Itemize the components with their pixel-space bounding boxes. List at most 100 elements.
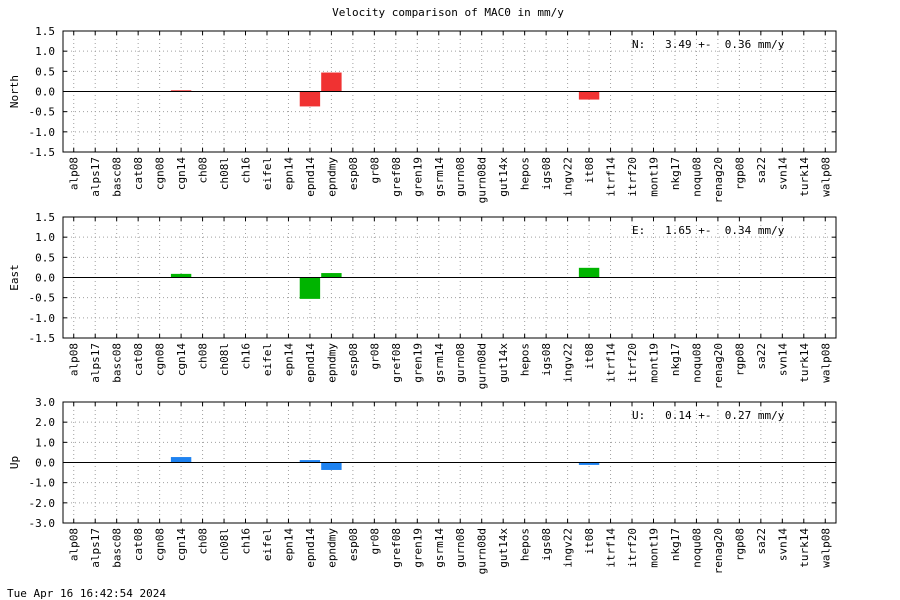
x-tick-label: itrf20 xyxy=(626,528,639,568)
x-tick-label: ch16 xyxy=(240,528,253,555)
x-tick-label: alps17 xyxy=(89,157,102,197)
x-tick-label: hepos xyxy=(519,528,532,561)
x-tick-label: svn14 xyxy=(776,343,789,376)
x-tick-label: turk14 xyxy=(798,528,811,568)
plot-frame xyxy=(62,216,837,339)
x-tick-label: ch08 xyxy=(197,157,210,184)
y-tick-label: 1.5 xyxy=(35,25,55,38)
y-tick-label: 3.0 xyxy=(35,396,55,409)
x-tick-label: ch08l xyxy=(218,528,231,561)
x-tick-label: turk14 xyxy=(798,157,811,197)
x-tick-label: cgn08 xyxy=(154,157,167,190)
x-tick-label: ingv22 xyxy=(562,528,575,568)
x-tick-label: alps17 xyxy=(89,343,102,383)
x-tick-label: epndmy xyxy=(325,528,338,568)
x-tick-label: nkg17 xyxy=(669,528,682,561)
x-tick-label: ingv22 xyxy=(562,343,575,383)
x-tick-label: gsrm14 xyxy=(433,343,446,383)
x-tick-label: gurn08 xyxy=(454,343,467,383)
bar-epndmy xyxy=(321,72,342,92)
x-tick-label: alp08 xyxy=(68,528,81,561)
x-tick-label: nkg17 xyxy=(669,157,682,190)
x-tick-label: it08 xyxy=(583,157,596,184)
x-tick-label: igs08 xyxy=(540,157,553,190)
bar-epndmy xyxy=(321,273,342,278)
x-tick-label: gren19 xyxy=(411,157,424,197)
x-tick-label: sa22 xyxy=(755,157,768,184)
x-tick-label: ch08l xyxy=(218,157,231,190)
x-tick-label: gurn08d xyxy=(476,343,489,389)
x-tick-label: turk14 xyxy=(798,343,811,383)
x-tick-label: itrf14 xyxy=(605,343,618,383)
x-tick-label: epn14 xyxy=(282,343,295,376)
bar-it08 xyxy=(578,267,600,278)
y-tick-label: -1.0 xyxy=(29,126,56,139)
x-tick-label: gurn08d xyxy=(476,157,489,203)
plot-frame xyxy=(62,401,837,524)
x-tick-label: itrf14 xyxy=(605,157,618,197)
x-tick-label: igs08 xyxy=(540,343,553,376)
y-axis-label: Up xyxy=(8,456,21,469)
x-tick-label: nkg17 xyxy=(669,343,682,376)
y-tick-label: 0.0 xyxy=(35,457,55,470)
x-tick-label: ch16 xyxy=(240,157,253,184)
x-tick-label: epnd14 xyxy=(304,157,317,197)
x-tick-label: epnd14 xyxy=(304,528,317,568)
x-tick-label: walp08 xyxy=(819,157,832,197)
footer-timestamp: Tue Apr 16 16:42:54 2024 xyxy=(7,587,166,600)
x-tick-label: itrf14 xyxy=(605,528,618,568)
x-tick-label: ch08 xyxy=(197,343,210,370)
plot-frame xyxy=(62,30,837,153)
x-tick-label: esp08 xyxy=(347,157,360,190)
x-tick-label: gsrm14 xyxy=(433,157,446,197)
chart-title: Velocity comparison of MAC0 in mm/y xyxy=(332,6,564,19)
x-tick-label: cgn08 xyxy=(154,343,167,376)
x-tick-label: alp08 xyxy=(68,343,81,376)
x-tick-label: esp08 xyxy=(347,528,360,561)
x-tick-label: itrf20 xyxy=(626,157,639,197)
bar-cgn14 xyxy=(170,273,192,278)
x-tick-label: it08 xyxy=(583,528,596,555)
x-tick-label: noqu08 xyxy=(690,528,703,568)
x-tick-label: hepos xyxy=(519,343,532,376)
x-tick-label: gr08 xyxy=(368,343,381,370)
x-tick-label: gref08 xyxy=(390,528,403,568)
rate-annotation: N: 3.49 +- 0.36 mm/y xyxy=(632,38,785,51)
x-tick-label: gut14x xyxy=(497,343,510,383)
x-tick-label: eifel xyxy=(261,157,274,190)
x-tick-label: gr08 xyxy=(368,157,381,184)
bar-epndmy xyxy=(321,462,342,470)
y-tick-label: -0.5 xyxy=(29,292,56,305)
y-tick-label: 1.0 xyxy=(35,45,55,58)
y-tick-label: 2.0 xyxy=(35,416,55,429)
x-tick-label: walp08 xyxy=(819,343,832,383)
bar-cgn14 xyxy=(170,457,192,463)
x-tick-label: mont19 xyxy=(647,157,660,197)
x-tick-label: eifel xyxy=(261,343,274,376)
x-tick-label: alps17 xyxy=(89,528,102,568)
x-tick-label: gurn08d xyxy=(476,528,489,574)
y-tick-label: -0.5 xyxy=(29,106,56,119)
y-tick-label: 0.5 xyxy=(35,251,55,264)
x-tick-label: mont19 xyxy=(647,343,660,383)
x-tick-label: cgn08 xyxy=(154,528,167,561)
x-tick-label: svn14 xyxy=(776,157,789,190)
y-axis-label: North xyxy=(8,75,21,108)
bar-it08 xyxy=(578,462,600,465)
x-tick-label: rgp08 xyxy=(733,343,746,376)
x-tick-label: ch08 xyxy=(197,528,210,555)
x-tick-label: sa22 xyxy=(755,528,768,555)
x-tick-label: cgn14 xyxy=(175,157,188,190)
x-tick-label: epndmy xyxy=(325,157,338,197)
x-tick-label: rgp08 xyxy=(733,528,746,561)
x-tick-label: epndmy xyxy=(325,343,338,383)
x-tick-label: ch16 xyxy=(240,343,253,370)
x-tick-label: mont19 xyxy=(647,528,660,568)
bar-epnd14 xyxy=(299,91,321,107)
y-tick-label: 1.0 xyxy=(35,436,55,449)
x-tick-label: hepos xyxy=(519,157,532,190)
y-tick-label: 1.5 xyxy=(35,211,55,224)
x-tick-label: cgn14 xyxy=(175,528,188,561)
bar-cgn14 xyxy=(170,90,192,92)
